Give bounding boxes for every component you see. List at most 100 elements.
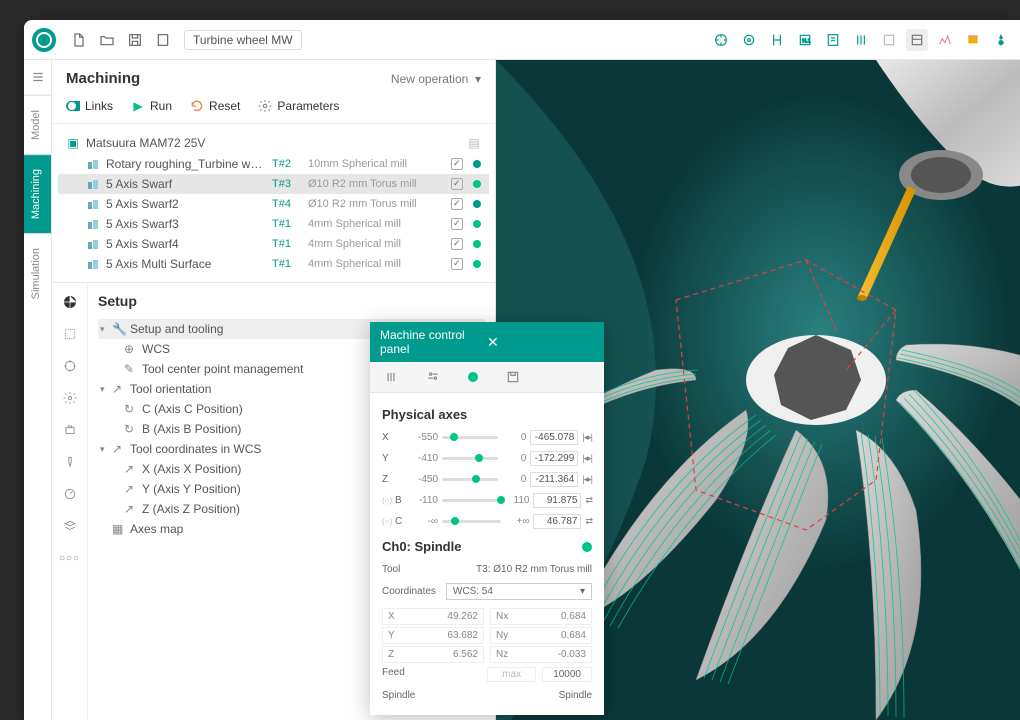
wcs-icon: ⊕: [124, 342, 138, 356]
axis-max: 0: [502, 474, 526, 485]
operation-row[interactable]: 5 Axis Swarf4 T#1 4mm Spherical mill: [58, 234, 489, 254]
op-icon: [86, 177, 100, 191]
operation-row[interactable]: 5 Axis Swarf3 T#1 4mm Spherical mill: [58, 214, 489, 234]
axis-max: +∞: [505, 516, 529, 527]
reset-button[interactable]: Reset: [190, 99, 240, 113]
op-desc: Ø10 R2 mm Torus mill: [308, 178, 445, 190]
tool-icon-5[interactable]: [822, 29, 844, 51]
new-operation-button[interactable]: New operation ▾: [391, 72, 481, 86]
tool-icon-10[interactable]: [962, 29, 984, 51]
setup-target-icon[interactable]: [61, 357, 79, 375]
op-check[interactable]: [451, 218, 463, 230]
tab-machining[interactable]: Machining: [24, 154, 51, 233]
op-desc: 10mm Spherical mill: [308, 158, 445, 170]
coord-cell: Nx0.684: [490, 608, 592, 625]
machine-row[interactable]: ▣ Matsuura MAM72 25V ▤: [58, 132, 489, 154]
op-tool: T#1: [272, 258, 302, 270]
tool-icon-11[interactable]: [990, 29, 1012, 51]
operations-list: ▣ Matsuura MAM72 25V ▤ Rotary roughing_T…: [52, 124, 495, 282]
op-name: 5 Axis Swarf4: [106, 237, 266, 251]
axis-step-controls[interactable]: ⇄: [585, 516, 592, 527]
axis-slider[interactable]: [442, 520, 501, 523]
menu-icon[interactable]: [24, 60, 51, 95]
axis-slider[interactable]: [442, 457, 498, 460]
app-logo[interactable]: [32, 28, 56, 52]
tool-icon-2[interactable]: [738, 29, 760, 51]
op-check[interactable]: [451, 158, 463, 170]
op-status-dot: [473, 240, 481, 248]
axis-slider[interactable]: [442, 499, 501, 502]
operation-row[interactable]: 5 Axis Multi Surface T#1 4mm Spherical m…: [58, 254, 489, 274]
tool-icon-9[interactable]: [934, 29, 956, 51]
axis-value[interactable]: -172.299: [530, 451, 578, 466]
setup-more-icon[interactable]: ○○○: [61, 549, 79, 567]
doc-icon[interactable]: [152, 29, 174, 51]
setup-layers-icon[interactable]: [61, 517, 79, 535]
axis-value[interactable]: -465.078: [530, 430, 578, 445]
setup-origin-icon[interactable]: [61, 293, 79, 311]
tool-icon-7[interactable]: [878, 29, 900, 51]
new-file-icon[interactable]: [68, 29, 90, 51]
operation-row[interactable]: Rotary roughing_Turbine wheel T#2 10mm S…: [58, 154, 489, 174]
axis-min: -110: [410, 495, 438, 506]
axis-c-icon: ↻: [124, 402, 138, 416]
tab-model[interactable]: Model: [24, 95, 51, 154]
axis-max: 110: [505, 495, 529, 506]
op-desc: 4mm Spherical mill: [308, 238, 445, 250]
spindle-tool-row: ToolT3: Ø10 R2 mm Torus mill: [382, 560, 592, 579]
op-name: 5 Axis Swarf3: [106, 217, 266, 231]
axis-value[interactable]: 46.787: [533, 514, 581, 529]
links-toggle[interactable]: Links: [66, 99, 113, 113]
mcp-tab-3[interactable]: [454, 362, 492, 392]
tool-icon-1[interactable]: [710, 29, 732, 51]
tool-icon-4[interactable]: N.1: [794, 29, 816, 51]
setup-fixture-icon[interactable]: [61, 421, 79, 439]
operation-row[interactable]: 5 Axis Swarf T#3 Ø10 R2 mm Torus mill: [58, 174, 489, 194]
axis-step-controls[interactable]: ⇄: [585, 495, 592, 506]
doc-icon: ▤: [467, 136, 481, 150]
tool-icon-3[interactable]: [766, 29, 788, 51]
tool-icon-8[interactable]: [906, 29, 928, 51]
operation-row[interactable]: 5 Axis Swarf2 T#4 Ø10 R2 mm Torus mill: [58, 194, 489, 214]
op-check[interactable]: [451, 198, 463, 210]
op-check[interactable]: [451, 178, 463, 190]
axes-map-icon: ▦: [112, 522, 126, 536]
setup-gear-icon[interactable]: [61, 389, 79, 407]
run-button[interactable]: ▶Run: [131, 99, 172, 113]
op-check[interactable]: [451, 238, 463, 250]
tool-icon-6[interactable]: [850, 29, 872, 51]
mcp-tab-1[interactable]: [370, 362, 412, 392]
parameters-button[interactable]: Parameters: [258, 99, 339, 113]
axis-slider[interactable]: [442, 478, 498, 481]
axis-step-controls[interactable]: |◂▸|: [582, 474, 592, 485]
coord-cell: Z6.562: [382, 646, 484, 663]
axis-slider[interactable]: [442, 436, 498, 439]
save-icon[interactable]: [124, 29, 146, 51]
op-tool: T#1: [272, 218, 302, 230]
wrench-icon: 🔧: [112, 322, 126, 336]
setup-icon-rail: ○○○: [52, 283, 88, 720]
spindle-status-dot: [582, 542, 592, 552]
coords-select[interactable]: WCS: 54▾: [446, 583, 592, 600]
axis-value[interactable]: 91.875: [533, 493, 581, 508]
mcp-header[interactable]: Machine control panel ✕: [370, 322, 604, 362]
op-check[interactable]: [451, 258, 463, 270]
setup-stock-icon[interactable]: [61, 325, 79, 343]
axis-step-controls[interactable]: |◂▸|: [582, 453, 592, 464]
close-icon[interactable]: ✕: [487, 334, 594, 351]
panel-title: Machining: [66, 70, 391, 87]
setup-tool-icon[interactable]: [61, 453, 79, 471]
setup-speed-icon[interactable]: [61, 485, 79, 503]
op-icon: [86, 257, 100, 271]
op-status-dot: [473, 260, 481, 268]
open-file-icon[interactable]: [96, 29, 118, 51]
op-tool: T#3: [272, 178, 302, 190]
tab-simulation[interactable]: Simulation: [24, 233, 51, 313]
axis-step-controls[interactable]: |◂▸|: [582, 432, 592, 443]
op-tool: T#4: [272, 198, 302, 210]
mcp-tab-4[interactable]: [492, 362, 534, 392]
axis-value[interactable]: -211.364: [530, 472, 578, 487]
mcp-tab-2[interactable]: [412, 362, 454, 392]
left-tabs: Model Machining Simulation: [24, 60, 52, 720]
topbar: Turbine wheel MW N.1: [24, 20, 1020, 60]
